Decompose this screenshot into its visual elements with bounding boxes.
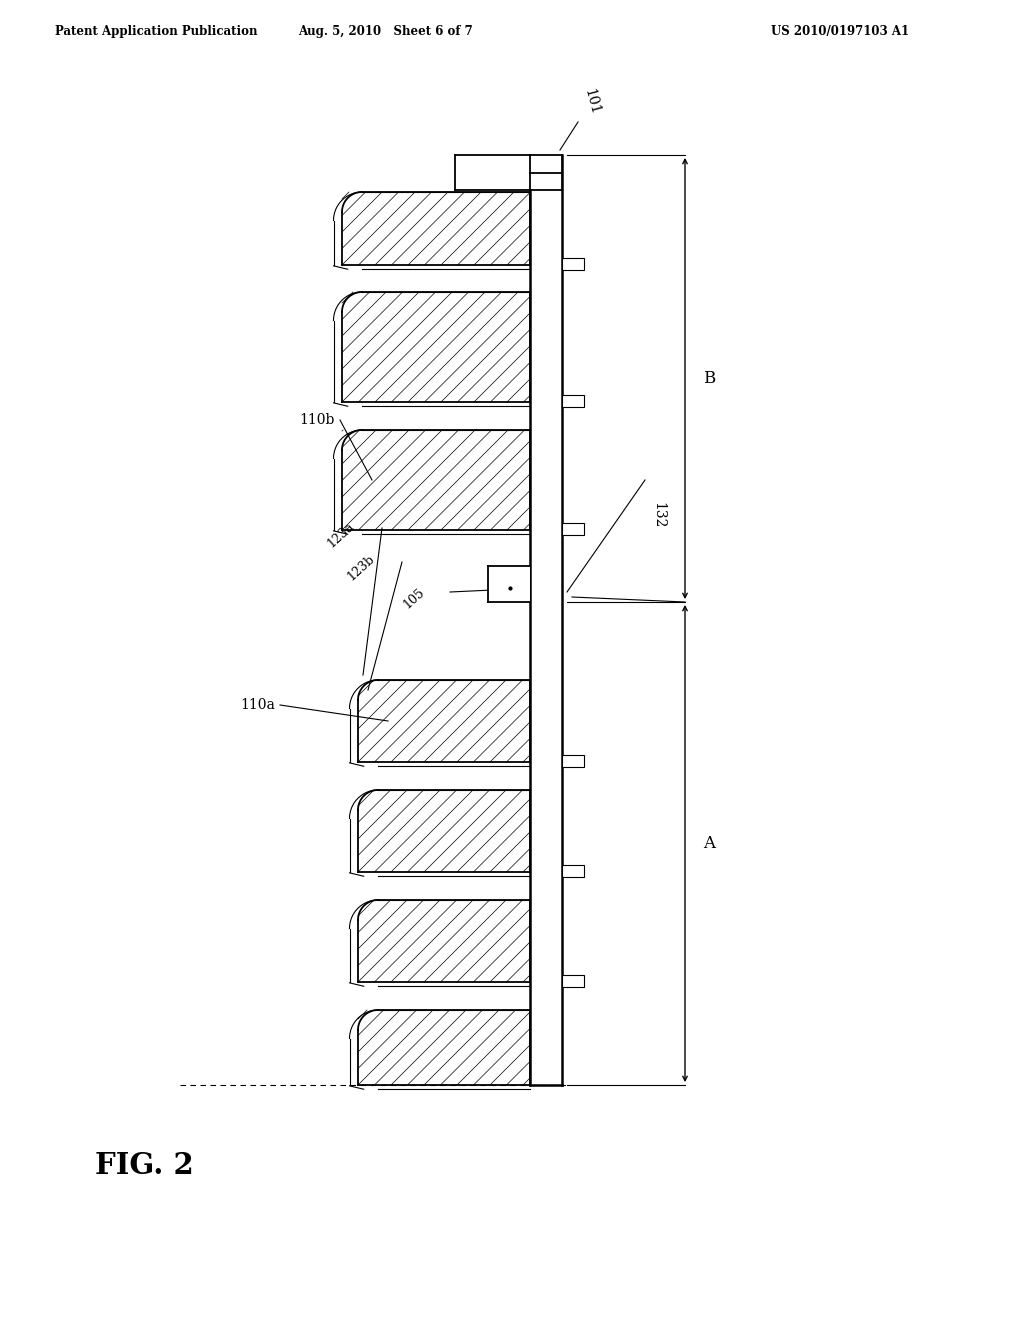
Polygon shape [342,292,530,403]
Text: 110b: 110b [300,413,335,426]
Polygon shape [342,430,530,531]
Polygon shape [562,395,584,407]
Polygon shape [562,523,584,535]
Text: 101: 101 [582,87,602,116]
Text: Aug. 5, 2010   Sheet 6 of 7: Aug. 5, 2010 Sheet 6 of 7 [298,25,472,38]
Text: 105: 105 [400,585,427,611]
Polygon shape [342,191,530,265]
Polygon shape [562,257,584,271]
Polygon shape [562,755,584,767]
Polygon shape [358,900,530,982]
Polygon shape [562,975,584,987]
Text: 123b: 123b [344,553,377,583]
Text: FIG. 2: FIG. 2 [95,1151,194,1180]
Text: US 2010/0197103 A1: US 2010/0197103 A1 [771,25,909,38]
Polygon shape [455,154,562,190]
Text: 132: 132 [651,502,665,528]
Polygon shape [530,154,562,1085]
Text: 123a: 123a [325,520,357,550]
Text: Patent Application Publication: Patent Application Publication [55,25,257,38]
Text: B: B [703,370,715,387]
Polygon shape [358,1010,530,1085]
Polygon shape [488,566,530,602]
Text: A: A [703,836,715,851]
Polygon shape [358,789,530,873]
Polygon shape [562,865,584,876]
Polygon shape [358,680,530,762]
Text: 110a: 110a [240,698,275,711]
